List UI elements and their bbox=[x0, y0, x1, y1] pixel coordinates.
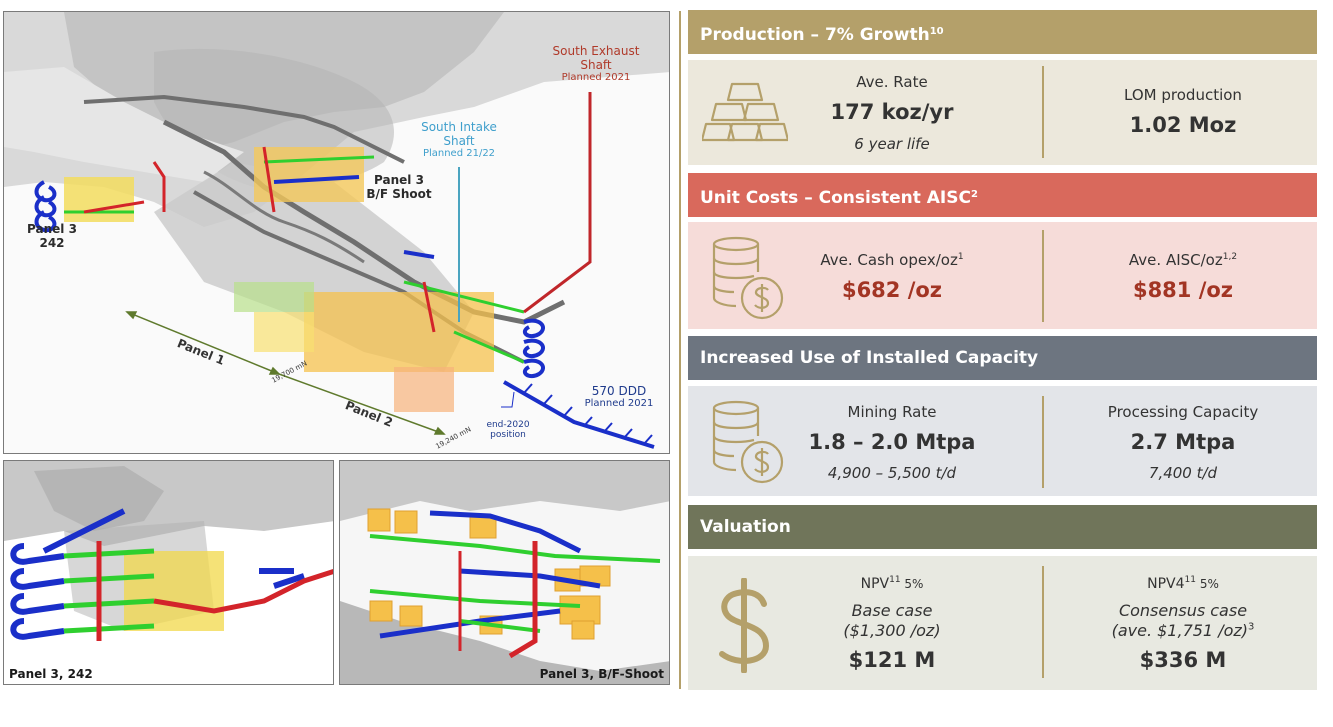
south-intake-planned: Planned 21/22 bbox=[422, 148, 496, 159]
production-separator bbox=[1042, 66, 1044, 158]
coin-stack-dollar-icon bbox=[712, 400, 784, 484]
npv4-price: (ave. $1,751 /oz)3 bbox=[1058, 621, 1308, 640]
panel3-242-label: Panel 3 bbox=[27, 222, 77, 236]
panel3-bf-label: Panel 3 bbox=[374, 173, 424, 187]
npv-label-sup: 11 bbox=[889, 575, 901, 585]
lom-production-label: LOM production bbox=[1124, 86, 1242, 104]
unit-costs-title-sup: 2 bbox=[970, 189, 978, 200]
mine-model-drawing bbox=[4, 12, 669, 449]
south-intake-label: South Intake bbox=[421, 120, 497, 134]
ave-rate-note: 6 year life bbox=[854, 135, 930, 153]
processing-capacity-note: 7,400 t/d bbox=[1148, 464, 1218, 482]
ave-rate-value: 177 koz/yr bbox=[830, 100, 954, 124]
npv-label-text: NPV bbox=[860, 576, 890, 592]
npv-case: Base case bbox=[851, 601, 933, 620]
npv4-label-sup: 11 bbox=[1184, 575, 1196, 585]
ddd-planned: Planned 2021 bbox=[584, 398, 654, 409]
capacity-title: Increased Use of Installed Capacity bbox=[700, 348, 1039, 368]
unit-costs-title: Unit Costs – Consistent AISC bbox=[700, 188, 971, 208]
production-title: Production – 7% Growth bbox=[700, 25, 930, 45]
npv-label: NPV11 5% bbox=[792, 575, 992, 592]
npv4-case: Consensus case bbox=[1118, 601, 1248, 620]
panel3-242-image: Panel 3, 242 bbox=[3, 460, 334, 685]
unit-costs-header: Unit Costs – Consistent AISC2 bbox=[688, 173, 1317, 217]
south-exhaust-planned: Planned 2021 bbox=[561, 72, 631, 83]
unit-costs-separator bbox=[1042, 230, 1044, 322]
column-divider bbox=[679, 11, 681, 689]
mine-3d-model-image: South Exhaust Shaft Planned 2021 South I… bbox=[3, 11, 670, 454]
npv4-value: $336 M bbox=[1139, 648, 1227, 672]
valuation-header: Valuation bbox=[688, 505, 1317, 549]
npv4-label-text: NPV4 bbox=[1147, 576, 1185, 592]
npv-price: ($1,300 /oz) bbox=[843, 621, 941, 640]
cash-opex-label-sup: 1 bbox=[957, 252, 964, 262]
production-panel: Ave. Rate 177 koz/yr 6 year life LOM pro… bbox=[688, 60, 1317, 165]
aisc-label-text: Ave. AISC/oz bbox=[1128, 251, 1223, 269]
dollar-sign-icon bbox=[719, 578, 770, 673]
cash-opex-label-text: Ave. Cash opex/oz bbox=[820, 251, 958, 269]
ddd-label: 570 DDD bbox=[591, 384, 647, 398]
panel3-bf-caption: Panel 3, B/F-Shoot bbox=[539, 667, 664, 681]
valuation-title: Valuation bbox=[700, 517, 791, 537]
ave-rate-label: Ave. Rate bbox=[856, 73, 928, 91]
aisc-label: Ave. AISC/oz1,2 bbox=[1058, 251, 1308, 269]
south-intake-label-2: Shaft bbox=[443, 134, 475, 148]
capacity-panel: Mining Rate 1.8 – 2.0 Mtpa 4,900 – 5,500… bbox=[688, 386, 1317, 496]
valuation-panel: NPV11 5% Base case ($1,300 /oz) $121 M N… bbox=[688, 556, 1317, 690]
coin-stack-dollar-icon bbox=[712, 236, 784, 320]
south-exhaust-label-2: Shaft bbox=[580, 58, 612, 72]
valuation-separator bbox=[1042, 566, 1044, 678]
aisc-value: $881 /oz bbox=[1132, 278, 1234, 302]
capacity-separator bbox=[1042, 396, 1044, 488]
panel3-bf-shoot-image: Panel 3, B/F-Shoot bbox=[339, 460, 670, 685]
processing-capacity-label: Processing Capacity bbox=[1107, 403, 1259, 421]
panel3-bf-label-2: B/F Shoot bbox=[366, 187, 432, 201]
npv4-label: NPV411 5% bbox=[1058, 575, 1308, 592]
panel3-242-drawing bbox=[4, 461, 333, 684]
mining-rate-value: 1.8 – 2.0 Mtpa bbox=[808, 430, 976, 454]
npv4-rate: 5% bbox=[1196, 577, 1219, 591]
unit-costs-panel: Ave. Cash opex/oz1 $682 /oz Ave. AISC/oz… bbox=[688, 222, 1317, 329]
lom-production-value: 1.02 Moz bbox=[1129, 113, 1237, 137]
npv-rate: 5% bbox=[900, 577, 924, 591]
npv-value: $121 M bbox=[848, 648, 936, 672]
cash-opex-value: $682 /oz bbox=[841, 278, 943, 302]
npv4-price-text: (ave. $1,751 /oz) bbox=[1111, 621, 1249, 640]
south-exhaust-label: South Exhaust bbox=[552, 44, 640, 58]
aisc-label-sup: 1,2 bbox=[1222, 252, 1238, 262]
production-title-sup: 10 bbox=[929, 26, 944, 37]
panel3-242-label-2: 242 bbox=[39, 236, 65, 250]
npv4-price-sup: 3 bbox=[1248, 621, 1255, 633]
panel3-bf-shoot-drawing bbox=[340, 461, 669, 684]
panel3-242-caption: Panel 3, 242 bbox=[9, 667, 93, 681]
mining-rate-label: Mining Rate bbox=[847, 403, 937, 421]
mining-rate-note: 4,900 – 5,500 t/d bbox=[827, 464, 957, 482]
gold-bars-icon bbox=[702, 82, 788, 142]
cash-opex-label: Ave. Cash opex/oz1 bbox=[792, 251, 992, 269]
end-2020-label: end-2020 bbox=[486, 420, 530, 430]
processing-capacity-value: 2.7 Mtpa bbox=[1130, 430, 1236, 454]
production-header: Production – 7% Growth10 bbox=[688, 10, 1317, 54]
capacity-header: Increased Use of Installed Capacity bbox=[688, 336, 1317, 380]
end-2020-label-2: position bbox=[490, 430, 526, 440]
